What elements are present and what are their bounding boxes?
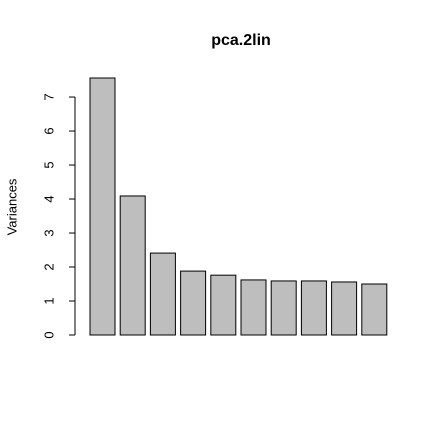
bar [89, 77, 116, 336]
y-axis-label: Variances [4, 178, 19, 235]
y-tick-label: 5 [41, 161, 56, 168]
bar [361, 283, 388, 336]
bar [300, 280, 327, 336]
bar [149, 252, 176, 336]
y-tick-label: 3 [41, 229, 56, 236]
y-tick-label: 6 [41, 127, 56, 134]
bar [119, 195, 146, 336]
y-tick-label: 7 [41, 93, 56, 100]
bar [270, 280, 297, 336]
y-tick-label: 2 [41, 263, 56, 270]
bar [180, 270, 207, 336]
y-tick-label: 1 [41, 297, 56, 304]
chart-title: pca.2lin [211, 32, 271, 49]
bar [210, 274, 237, 336]
y-tick-label: 4 [41, 195, 56, 202]
y-tick-label: 0 [41, 331, 56, 338]
bar [331, 281, 358, 336]
bar [240, 279, 267, 336]
